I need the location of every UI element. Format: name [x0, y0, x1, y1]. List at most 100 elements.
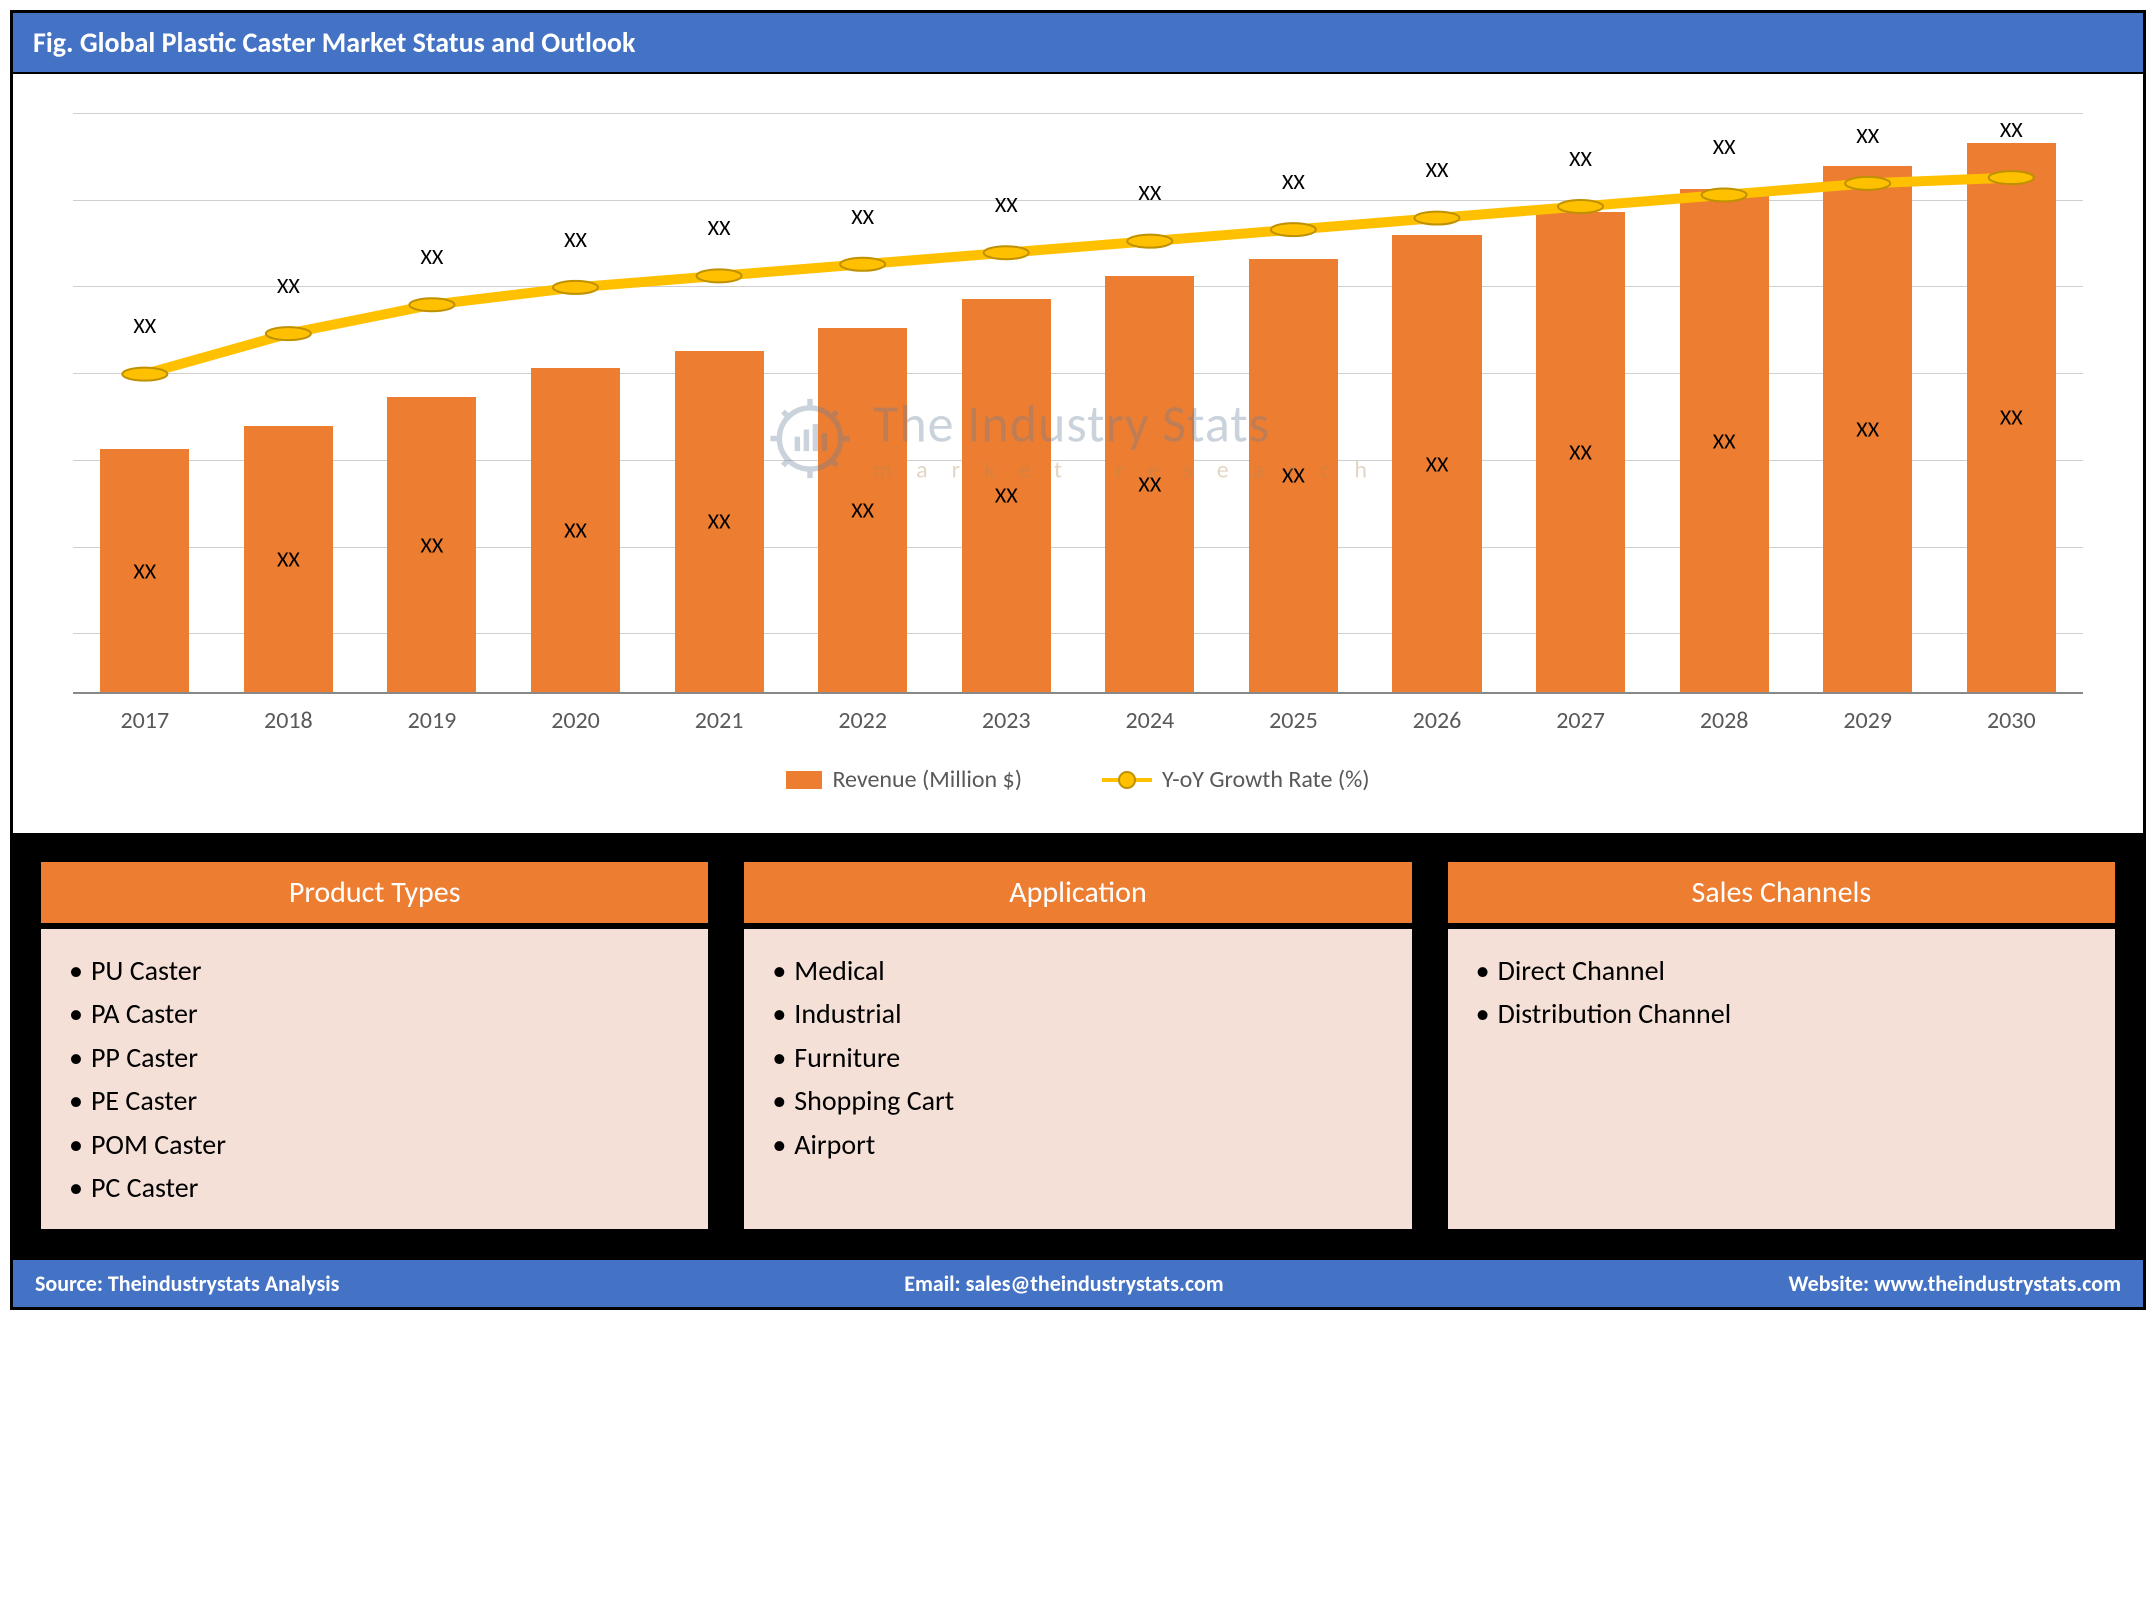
category-panel: Sales ChannelsDirect ChannelDistribution… [1444, 858, 2119, 1233]
panel-list-item: Industrial [772, 992, 1383, 1035]
line-point-label: XX [1078, 179, 1222, 206]
bar-value-label: XX [1713, 427, 1736, 454]
panel-header: Product Types [41, 862, 708, 929]
bar-column: XX XX [934, 114, 1078, 692]
bar-column: XX XX [1222, 114, 1366, 692]
panel-header: Application [744, 862, 1411, 929]
footer-website: Website: www.theindustrystats.com [1789, 1270, 2121, 1297]
bar-column: XX XX [1078, 114, 1222, 692]
line-swatch-icon [1102, 778, 1152, 782]
x-axis-label: 2030 [1940, 706, 2084, 735]
bar-swatch-icon [786, 771, 822, 789]
bar-column: XX XX [647, 114, 791, 692]
line-point-label: XX [934, 191, 1078, 218]
category-panels: Product Types PU CasterPA CasterPP Caster… [13, 834, 2143, 1257]
panel-list-item: Distribution Channel [1476, 992, 2087, 1035]
line-point-label: XX [1365, 156, 1509, 183]
panel-list-item: PU Caster [69, 949, 680, 992]
panel-list-item: Medical [772, 949, 1383, 992]
chart-title: Fig. Global Plastic Caster Market Status… [13, 13, 2143, 74]
x-axis-label: 2017 [73, 706, 217, 735]
line-point-label: XX [1796, 122, 1940, 149]
line-point-label: XX [1222, 168, 1366, 195]
line-point-label: XX [1509, 145, 1653, 172]
legend-item-growth: Y-oY Growth Rate (%) [1102, 765, 1370, 794]
bar: XX [1823, 166, 1912, 692]
panel-list-item: PA Caster [69, 992, 680, 1035]
panel-list-item: PE Caster [69, 1079, 680, 1122]
legend-item-revenue: Revenue (Million $) [786, 765, 1022, 794]
line-point-label: XX [217, 272, 361, 299]
panel-list-item: Furniture [772, 1036, 1383, 1079]
bar-value-label: XX [1138, 470, 1161, 497]
bar: XX [100, 449, 189, 692]
x-axis-label: 2018 [217, 706, 361, 735]
bar-value-label: XX [1856, 416, 1879, 443]
x-axis-label: 2020 [504, 706, 648, 735]
bar-value-label: XX [421, 531, 444, 558]
legend-bar-label: Revenue (Million $) [832, 765, 1022, 794]
bar-column: XX XX [1940, 114, 2084, 692]
footer-email: Email: sales@theindustrystats.com [904, 1270, 1223, 1297]
chart-legend: Revenue (Million $) Y-oY Growth Rate (%) [53, 765, 2103, 794]
panel-list-item: PP Caster [69, 1036, 680, 1079]
bar-value-label: XX [995, 482, 1018, 509]
x-axis-label: 2029 [1796, 706, 1940, 735]
bar: XX [244, 426, 333, 692]
footer-bar: Source: Theindustrystats Analysis Email:… [13, 1257, 2143, 1307]
bars-wrap: XXXXXXXXXXXXXXXXXXXXXXXXXXXXXXXXXXXXXXXX… [73, 114, 2083, 692]
x-axis-label: 2023 [934, 706, 1078, 735]
bar-column: XXXX [1652, 114, 1796, 692]
bar: XX [1967, 143, 2056, 692]
line-point-label: XX [73, 312, 217, 339]
bar-column: XX XX [1509, 114, 1653, 692]
chart-area: XXXXXXXXXXXXXXXXXXXXXXXXXXXXXXXXXXXXXXXX… [13, 74, 2143, 834]
panel-list-item: PC Caster [69, 1166, 680, 1209]
bar-value-label: XX [1282, 462, 1305, 489]
bar-column: XX XX [73, 114, 217, 692]
panel-body: MedicalIndustrialFurnitureShopping CartA… [744, 929, 1411, 1229]
x-axis-label: 2019 [360, 706, 504, 735]
category-panel: ApplicationMedicalIndustrialFurnitureSho… [740, 858, 1415, 1233]
x-axis-label: 2022 [791, 706, 935, 735]
x-axis-label: 2021 [647, 706, 791, 735]
x-axis-label: 2026 [1365, 706, 1509, 735]
panel-list-item: Shopping Cart [772, 1079, 1383, 1122]
panel-list-item: Airport [772, 1123, 1383, 1166]
bar-value-label: XX [1569, 439, 1592, 466]
bar: XX [1392, 235, 1481, 692]
bar-value-label: XX [133, 557, 156, 584]
line-point-label: XX [1940, 116, 2084, 143]
bar-value-label: XX [277, 546, 300, 573]
bar-column: XXXX [504, 114, 648, 692]
panel-list-item: POM Caster [69, 1123, 680, 1166]
x-axis-label: 2024 [1078, 706, 1222, 735]
bar-value-label: XX [1426, 450, 1449, 477]
plot-area: XXXXXXXXXXXXXXXXXXXXXXXXXXXXXXXXXXXXXXXX… [73, 114, 2083, 694]
bar-column: XX XX [1365, 114, 1509, 692]
x-axis-label: 2027 [1509, 706, 1653, 735]
x-axis: 2017201820192020202120222023202420252026… [73, 706, 2083, 735]
bar: XX [531, 368, 620, 692]
category-panel: Product Types PU CasterPA CasterPP Caster… [37, 858, 712, 1233]
bar: XX [818, 328, 907, 692]
panel-list-item: Direct Channel [1476, 949, 2087, 992]
bar: XX [387, 397, 476, 692]
bar: XX [1105, 276, 1194, 692]
panel-header: Sales Channels [1448, 862, 2115, 929]
infographic-container: Fig. Global Plastic Caster Market Status… [10, 10, 2146, 1310]
footer-source: Source: Theindustrystats Analysis [35, 1270, 339, 1297]
x-axis-label: 2028 [1652, 706, 1796, 735]
panel-body: Direct ChannelDistribution Channel [1448, 929, 2115, 1229]
bar: XX [675, 351, 764, 692]
bar-column: XX XX [791, 114, 935, 692]
bar-value-label: XX [2000, 404, 2023, 431]
bar-value-label: XX [564, 517, 587, 544]
bar: XX [1536, 212, 1625, 692]
line-point-label: XX [791, 203, 935, 230]
legend-line-label: Y-oY Growth Rate (%) [1162, 765, 1370, 794]
bar: XX [962, 299, 1051, 692]
x-axis-label: 2025 [1222, 706, 1366, 735]
bar-column: XX XX [1796, 114, 1940, 692]
line-point-label: XX [647, 214, 791, 241]
